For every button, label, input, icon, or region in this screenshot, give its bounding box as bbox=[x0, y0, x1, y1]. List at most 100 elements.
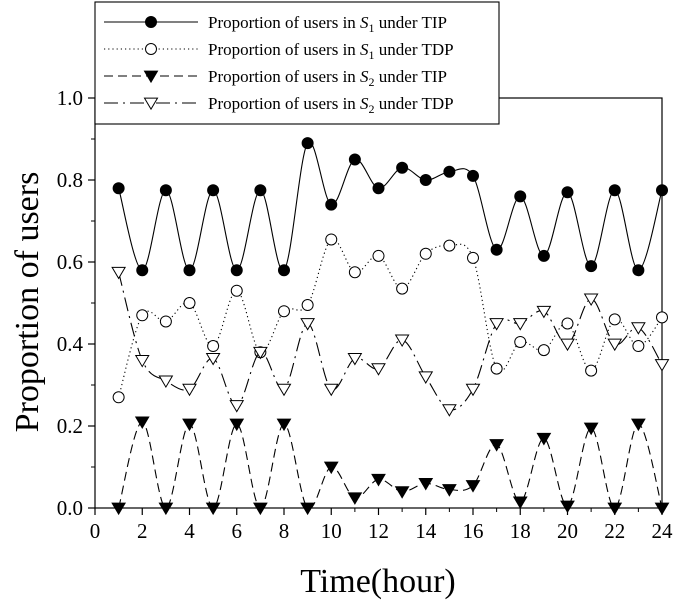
series-3-point bbox=[394, 486, 410, 499]
series-2-point bbox=[443, 239, 456, 252]
series-3-point bbox=[134, 416, 150, 430]
series-1-point bbox=[301, 137, 314, 150]
series-4-point bbox=[442, 404, 457, 417]
series-4-line bbox=[118, 272, 663, 411]
series-4-point bbox=[300, 318, 315, 331]
y-tick-label: 0.2 bbox=[57, 414, 83, 438]
x-tick-label: 0 bbox=[90, 519, 101, 543]
series-4-point bbox=[512, 318, 528, 331]
legend-entry: Proportion of users in S2 under TIP bbox=[104, 67, 447, 89]
series-4-point bbox=[229, 400, 245, 413]
x-tick-label: 18 bbox=[510, 519, 531, 543]
x-tick-label: 4 bbox=[184, 519, 195, 543]
legend-marker bbox=[145, 16, 157, 28]
series-1-point bbox=[514, 190, 527, 203]
series-3-point bbox=[583, 422, 599, 436]
series-1-point bbox=[396, 161, 409, 174]
series-4-point bbox=[205, 352, 221, 366]
series-2-point bbox=[136, 309, 149, 322]
x-axis-title: Time(hour) bbox=[300, 563, 456, 600]
legend-entry: Proportion of users in S2 under TDP bbox=[104, 94, 454, 116]
series-3-point bbox=[465, 480, 481, 493]
series-1-point bbox=[112, 182, 125, 195]
series-2-point bbox=[467, 251, 479, 264]
series-3-point bbox=[536, 432, 552, 446]
series-1-point bbox=[230, 264, 243, 277]
series-4-point bbox=[276, 383, 292, 397]
series-4-point bbox=[536, 305, 552, 319]
series-2-point bbox=[419, 247, 432, 260]
series-2-point bbox=[348, 266, 361, 279]
series-1-point bbox=[136, 264, 149, 277]
y-tick-label: 0.0 bbox=[57, 496, 83, 520]
x-tick-label: 20 bbox=[557, 519, 578, 543]
series-1-point bbox=[183, 264, 196, 277]
y-tick-label: 0.8 bbox=[57, 168, 83, 192]
series-4-point bbox=[489, 318, 504, 331]
series-1-point bbox=[278, 264, 290, 277]
x-tick-label: 8 bbox=[279, 519, 290, 543]
series-4-point bbox=[418, 371, 434, 384]
legend-entry: Proportion of users in S1 under TIP bbox=[104, 13, 447, 35]
x-tick-label: 12 bbox=[368, 519, 389, 543]
series-1-point bbox=[443, 165, 456, 178]
series-3-point bbox=[631, 418, 646, 432]
series-4-point bbox=[253, 346, 268, 360]
series-3-point bbox=[418, 478, 434, 491]
legend-label: Proportion of users in S1 under TIP bbox=[208, 13, 447, 35]
series-4-point bbox=[607, 338, 623, 352]
legend-marker bbox=[143, 70, 159, 84]
series-3-point bbox=[560, 500, 575, 514]
x-tick-label: 10 bbox=[321, 519, 342, 543]
series-1-point bbox=[254, 184, 267, 197]
series-4 bbox=[111, 266, 670, 417]
y-tick-label: 0.6 bbox=[57, 250, 83, 274]
series-2-point bbox=[585, 364, 598, 377]
series-2-point bbox=[514, 335, 527, 348]
series-2-point bbox=[372, 249, 385, 262]
series-1-point bbox=[372, 182, 385, 195]
legend-label: Proportion of users in S2 under TIP bbox=[208, 67, 447, 89]
legend-label: Proportion of users in S1 under TDP bbox=[208, 40, 454, 62]
series-layer bbox=[111, 137, 670, 516]
series-3-point bbox=[489, 439, 504, 452]
series-1-point bbox=[419, 174, 432, 186]
x-tick-label: 2 bbox=[137, 519, 148, 543]
series-4-point bbox=[583, 293, 599, 307]
legend: Proportion of users in S1 under TIP Propo… bbox=[94, 1, 500, 125]
x-tick-label: 24 bbox=[652, 519, 674, 543]
series-2-point bbox=[183, 297, 196, 309]
series-2-point bbox=[325, 233, 338, 246]
series-1-point bbox=[656, 184, 668, 197]
series-4-point bbox=[560, 338, 575, 352]
series-1-point bbox=[537, 249, 550, 262]
x-tick-label: 16 bbox=[463, 519, 484, 543]
y-tick-label: 0.4 bbox=[57, 332, 84, 356]
series-2-point bbox=[490, 362, 503, 375]
series-4-point bbox=[371, 363, 386, 376]
series-4-point bbox=[158, 375, 174, 389]
series-1-point bbox=[325, 198, 338, 211]
x-axis: 0 2 4 6 8 10 12 14 16 18 20 22 24 bbox=[90, 508, 673, 543]
series-4-point bbox=[394, 334, 410, 348]
series-1 bbox=[112, 137, 668, 277]
series-1-point bbox=[490, 243, 503, 256]
series-1-line bbox=[118, 141, 663, 271]
series-3-point bbox=[512, 496, 528, 510]
series-3-point bbox=[182, 418, 197, 432]
series-1-point bbox=[585, 260, 598, 273]
series-4-point bbox=[111, 266, 126, 280]
series-2-point bbox=[159, 315, 172, 328]
series-4-point bbox=[654, 359, 670, 372]
legend-marker bbox=[143, 97, 159, 111]
plot-frame bbox=[94, 97, 663, 509]
series-4-point bbox=[347, 352, 363, 366]
series-2-point bbox=[608, 313, 621, 326]
series-2-point bbox=[301, 299, 314, 312]
series-4-point bbox=[134, 355, 150, 368]
series-3-line bbox=[118, 421, 663, 510]
series-2-point bbox=[632, 340, 645, 353]
x-tick-label: 14 bbox=[415, 519, 437, 543]
series-2-point bbox=[537, 344, 550, 357]
